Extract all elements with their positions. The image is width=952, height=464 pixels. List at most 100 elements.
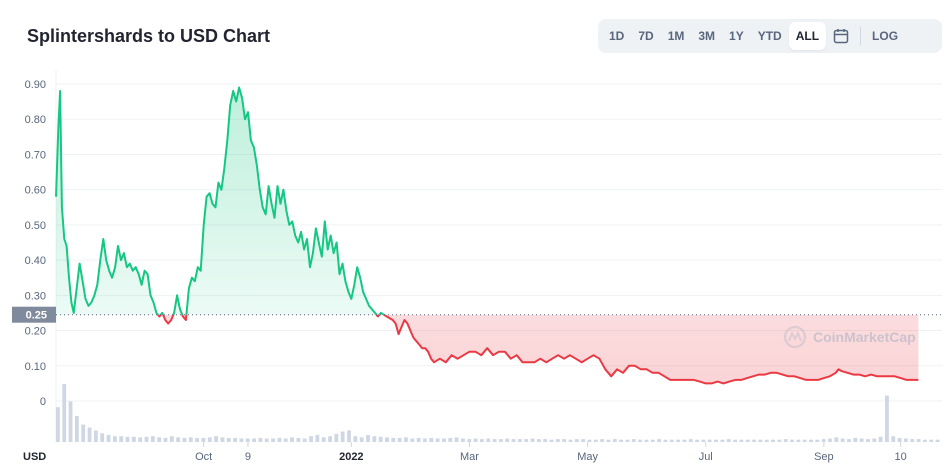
y-unit-label: USD <box>23 451 46 463</box>
volume-bar <box>600 439 605 442</box>
volume-bar <box>480 439 484 442</box>
range-7d-button[interactable]: 7D <box>638 29 654 43</box>
volume-bar <box>391 437 396 442</box>
volume-bar <box>612 439 617 442</box>
volume-bar <box>524 439 529 442</box>
x-tick-label: Jul <box>699 451 713 463</box>
volume-bar <box>593 439 598 442</box>
log-scale-button[interactable]: LOG <box>872 29 899 43</box>
volume-bar <box>733 439 737 442</box>
volume-bar <box>328 436 332 442</box>
y-tick-label: 0.40 <box>25 255 46 267</box>
y-tick-label: 0.30 <box>25 290 46 302</box>
volume-bar <box>467 439 472 442</box>
volume-bar <box>707 439 712 442</box>
volume-bar <box>176 437 181 442</box>
y-tick-label: 0.20 <box>25 326 46 338</box>
volume-bar <box>777 439 782 442</box>
volume-bar <box>669 439 674 442</box>
volume-bar <box>701 439 706 442</box>
x-tick-label: 10 <box>895 451 907 463</box>
volume-bar <box>264 438 269 442</box>
range-1y-button[interactable]: 1Y <box>729 29 744 43</box>
volume-bar <box>581 439 586 442</box>
y-tick-label: 0 <box>40 396 46 408</box>
volume-bar <box>112 436 117 442</box>
volume-bar <box>372 436 377 442</box>
volume-bar <box>752 439 756 442</box>
range-1m-button[interactable]: 1M <box>667 29 685 43</box>
volume-bar <box>764 439 769 442</box>
volume-bar <box>245 438 250 442</box>
range-ytd-button[interactable]: YTD <box>757 29 782 43</box>
volume-bar <box>302 438 307 442</box>
volume-bar <box>910 439 915 442</box>
volume-bar <box>574 439 579 442</box>
volume-bar <box>93 430 98 442</box>
price-area-down <box>157 314 919 384</box>
y-tick-label: 0.70 <box>25 149 46 161</box>
volume-bar <box>182 437 187 442</box>
chart-title: Splintershards to USD Chart <box>27 26 271 46</box>
volume-bar <box>340 431 345 442</box>
volume-bar <box>321 437 326 442</box>
range-all-button[interactable]: ALL <box>788 22 827 50</box>
volume-bar <box>625 439 630 442</box>
volume-bar <box>138 437 143 442</box>
grid-lines <box>55 70 942 442</box>
price-area-up <box>56 87 919 315</box>
volume-bar <box>106 435 111 442</box>
volume-bar <box>315 435 320 442</box>
volume-bar <box>207 437 212 442</box>
volume-bar <box>277 437 282 442</box>
x-axis: USD Oct 9 2022 Mar May Jul Sep 10 <box>23 442 907 463</box>
calendar-button[interactable] <box>826 22 856 50</box>
volume-bar <box>423 438 427 442</box>
volume-bar <box>631 439 636 442</box>
volume-bar <box>359 437 364 442</box>
volume-bar <box>587 439 592 442</box>
volume-bar <box>163 437 168 442</box>
volume-bar <box>853 437 858 442</box>
volume-bar <box>442 438 446 442</box>
volume-bar <box>119 436 124 442</box>
volume-bar <box>461 438 465 442</box>
volume-bar <box>353 436 358 442</box>
volume-bar <box>555 439 560 442</box>
volume-bar <box>726 439 731 442</box>
volume-bar <box>220 437 225 442</box>
volume-bar <box>397 437 402 442</box>
x-tick-label: 2022 <box>339 451 363 463</box>
volume-bar <box>226 437 231 442</box>
volume-bar <box>505 438 510 442</box>
volume-bar <box>897 437 902 442</box>
volume-bar <box>562 439 567 442</box>
volume-bar <box>745 439 750 442</box>
volume-bar <box>771 439 775 442</box>
x-tick-label: 9 <box>245 451 251 463</box>
volume-bar <box>859 438 864 442</box>
price-areas <box>56 87 919 384</box>
volume-bar <box>796 439 801 442</box>
range-1d-button[interactable]: 1D <box>609 29 625 43</box>
y-tick-label: 0.60 <box>25 185 46 197</box>
volume-bar <box>81 424 86 442</box>
volume-bar <box>840 438 845 442</box>
price-lines <box>55 86 919 385</box>
volume-bar <box>271 438 275 442</box>
volume-bar <box>201 437 206 442</box>
volume-bar <box>783 439 788 442</box>
volume-bar <box>347 430 351 442</box>
range-3m-button[interactable]: 3M <box>698 29 716 43</box>
volume-bar <box>366 435 370 442</box>
volume-bar <box>517 439 522 442</box>
volume-bar <box>290 437 294 442</box>
volume-bar <box>866 439 870 442</box>
watermark: CoinMarketCap <box>783 325 916 349</box>
volume-bar <box>739 439 744 442</box>
y-tick-label: 0.10 <box>25 361 46 373</box>
volume-bar <box>68 401 73 442</box>
volume-bar <box>536 439 541 442</box>
volume-bar <box>188 437 193 442</box>
